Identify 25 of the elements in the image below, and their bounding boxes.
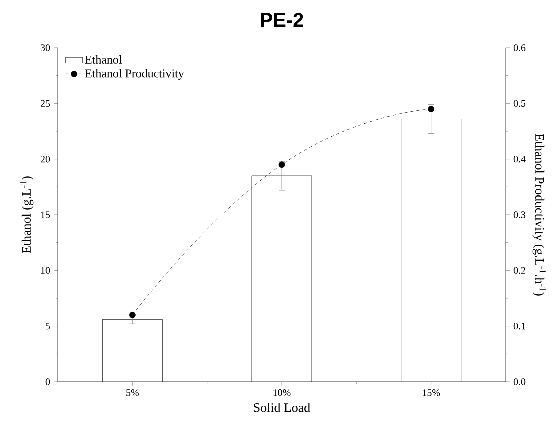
x-tick-label: 5% — [126, 390, 139, 396]
y-axis-title: Ethanol (g.L$^{-1}$) — [20, 176, 34, 254]
y2-axis-title: Ethanol Productivity (g.L$^{-1}$.h$^{-1}$) — [532, 134, 546, 296]
x-tick-label: 10% — [274, 390, 291, 396]
y-tick-label: 25 — [40, 100, 50, 108]
x-axis-title: Solid Load — [254, 403, 310, 412]
y-tick-label: 15 — [41, 212, 50, 218]
y-tick-label: 0 — [46, 378, 50, 386]
point — [428, 106, 435, 112]
y2-tick-label: 0.2 — [514, 267, 526, 274]
y2-tick-label: 0.4 — [514, 156, 526, 163]
chart-title: PE-2 — [261, 13, 304, 27]
legend-label: Ethanol — [85, 56, 122, 64]
y2-tick-label: 0.3 — [514, 212, 526, 218]
y-tick-label: 10 — [41, 267, 50, 274]
x-tick-label: 15% — [423, 390, 440, 396]
y2-tick-label: 0.5 — [514, 100, 526, 108]
y-tick-label: 20 — [40, 156, 50, 163]
legend-label: Ethanol Productivity — [85, 69, 184, 80]
point — [278, 162, 286, 168]
y2-tick-label: 0.0 — [514, 378, 526, 386]
y-tick-label: 30 — [41, 44, 50, 52]
y-tick-label: 5 — [46, 323, 50, 330]
y2-tick-label: 0.6 — [514, 44, 526, 52]
y2-tick-label: 0.1 — [514, 322, 526, 330]
